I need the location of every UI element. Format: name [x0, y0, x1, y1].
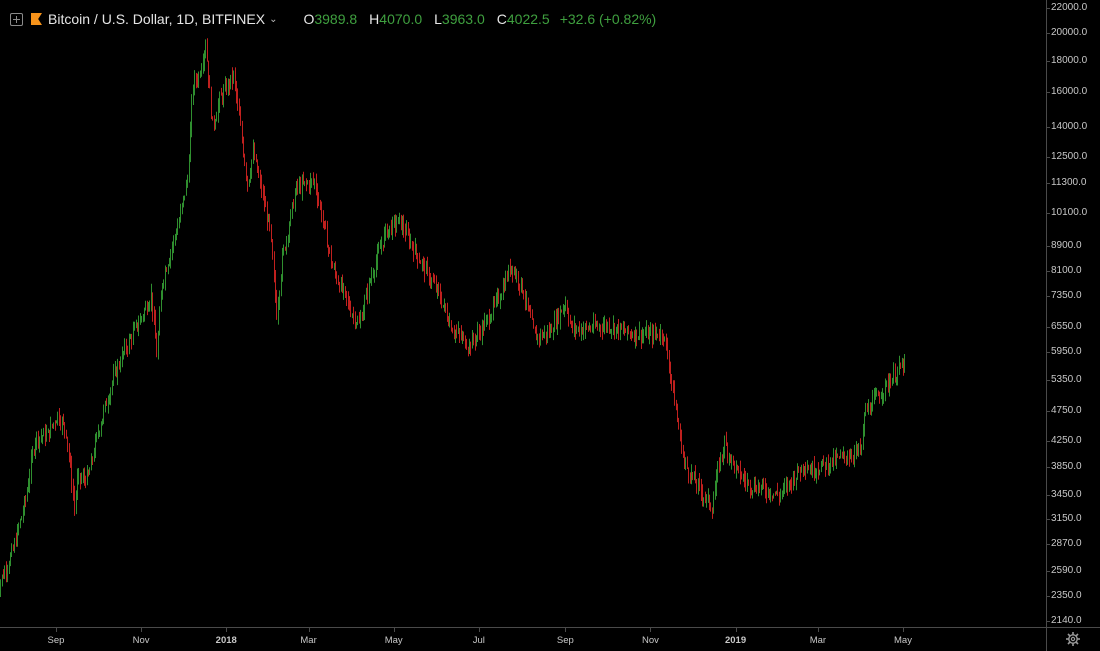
y-tick-mark [1047, 270, 1050, 272]
y-tick-mark [1047, 212, 1050, 214]
y-tick-label: 2870.0 [1051, 537, 1082, 549]
y-tick-mark [1047, 156, 1050, 158]
x-tick-label: Mar [809, 635, 827, 646]
y-tick-mark [1047, 33, 1050, 35]
y-tick-label: 3150.0 [1051, 513, 1082, 525]
y-tick-label: 16000.0 [1051, 85, 1088, 97]
x-tick-label: Nov [132, 635, 150, 646]
y-tick-mark [1047, 466, 1050, 468]
x-tick-mark [56, 628, 57, 632]
y-tick-label: 3850.0 [1051, 460, 1082, 472]
y-tick-label: 12500.0 [1051, 150, 1088, 162]
y-tick-label: 4750.0 [1051, 405, 1082, 417]
x-tick-mark [650, 628, 652, 632]
y-tick-label: 5950.0 [1051, 345, 1082, 357]
y-tick-label: 10100.0 [1051, 206, 1088, 218]
y-tick-mark [1047, 126, 1050, 128]
high-key: H [369, 11, 380, 27]
y-tick-label: 14000.0 [1051, 120, 1088, 132]
plus-square-icon[interactable] [10, 12, 23, 26]
y-tick-label: 8900.0 [1051, 240, 1082, 252]
y-tick-mark [1047, 296, 1050, 298]
y-tick-label: 11300.0 [1051, 177, 1087, 189]
y-tick-label: 20000.0 [1051, 27, 1088, 39]
x-tick-label: Sep [47, 635, 65, 646]
y-tick-mark [1047, 519, 1050, 521]
y-tick-mark [1047, 621, 1050, 622]
chart-settings[interactable] [1046, 627, 1100, 651]
x-tick-mark [308, 628, 310, 632]
y-tick-label: 6550.0 [1051, 320, 1082, 332]
y-tick-mark [1047, 596, 1050, 598]
x-tick-label: Jul [472, 635, 485, 646]
symbol-title[interactable]: Bitcoin / U.S. Dollar, 1D, BITFINEX [48, 11, 266, 27]
y-tick-mark [1047, 570, 1050, 572]
gear-icon[interactable] [1065, 631, 1081, 647]
x-tick-mark [393, 628, 395, 632]
change-value: +32.6 (+0.82%) [559, 11, 657, 27]
y-tick-mark [1047, 8, 1050, 9]
x-tick-mark [817, 628, 819, 632]
y-tick-label: 18000.0 [1051, 54, 1088, 66]
y-tick-mark [1047, 440, 1050, 442]
y-tick-label: 3450.0 [1051, 489, 1082, 501]
y-tick-mark [1047, 326, 1050, 328]
y-tick-mark [1047, 379, 1050, 381]
x-tick-label: Sep [556, 635, 574, 646]
y-tick-label: 5350.0 [1051, 373, 1082, 385]
y-tick-label: 4250.0 [1051, 434, 1082, 446]
y-tick-mark [1047, 183, 1050, 185]
y-tick-label: 22000.0 [1051, 2, 1088, 13]
open-key: O [303, 11, 315, 27]
y-tick-label: 2350.0 [1051, 590, 1082, 602]
chevron-down-icon[interactable]: ⌄ [269, 13, 278, 25]
candlestick-chart[interactable] [0, 0, 1046, 627]
y-tick-label: 2590.0 [1051, 564, 1082, 576]
low-key: L [434, 11, 442, 27]
open-value: 3989.8 [314, 11, 358, 27]
y-tick-label: 2140.0 [1051, 615, 1082, 626]
y-tick-mark [1047, 246, 1050, 248]
x-tick-mark [903, 628, 904, 632]
time-axis[interactable]: Sep Nov 2018 Mar May Jul Sep Nov 2019 Mar May [0, 627, 1046, 651]
y-tick-mark [1047, 351, 1050, 353]
x-tick-mark [735, 628, 737, 632]
x-tick-label: 2019 [724, 635, 747, 646]
y-tick-label: 7350.0 [1051, 290, 1082, 302]
y-tick-mark [1047, 495, 1050, 497]
low-value: 3963.0 [441, 11, 485, 27]
x-tick-mark [478, 628, 480, 632]
close-value: 4022.5 [506, 11, 550, 27]
x-tick-label: May [384, 635, 403, 646]
x-tick-label: Nov [641, 635, 659, 646]
x-tick-label: 2018 [215, 635, 237, 646]
y-tick-label: 8100.0 [1051, 264, 1082, 276]
high-value: 4070.0 [379, 11, 423, 27]
x-tick-mark [141, 628, 143, 632]
y-tick-mark [1047, 60, 1050, 62]
x-tick-label: May [894, 635, 912, 646]
y-tick-mark [1047, 543, 1050, 545]
close-key: C [496, 11, 507, 27]
x-tick-mark [565, 628, 567, 632]
price-axis[interactable]: 22000.0 20000.0 18000.0 16000.0 14000.0 12500… [1046, 0, 1100, 627]
y-tick-mark [1047, 91, 1050, 93]
x-tick-label: Mar [300, 635, 317, 646]
y-tick-mark [1047, 411, 1050, 413]
x-tick-mark [226, 628, 228, 632]
bitcoin-flag-icon [31, 13, 42, 25]
